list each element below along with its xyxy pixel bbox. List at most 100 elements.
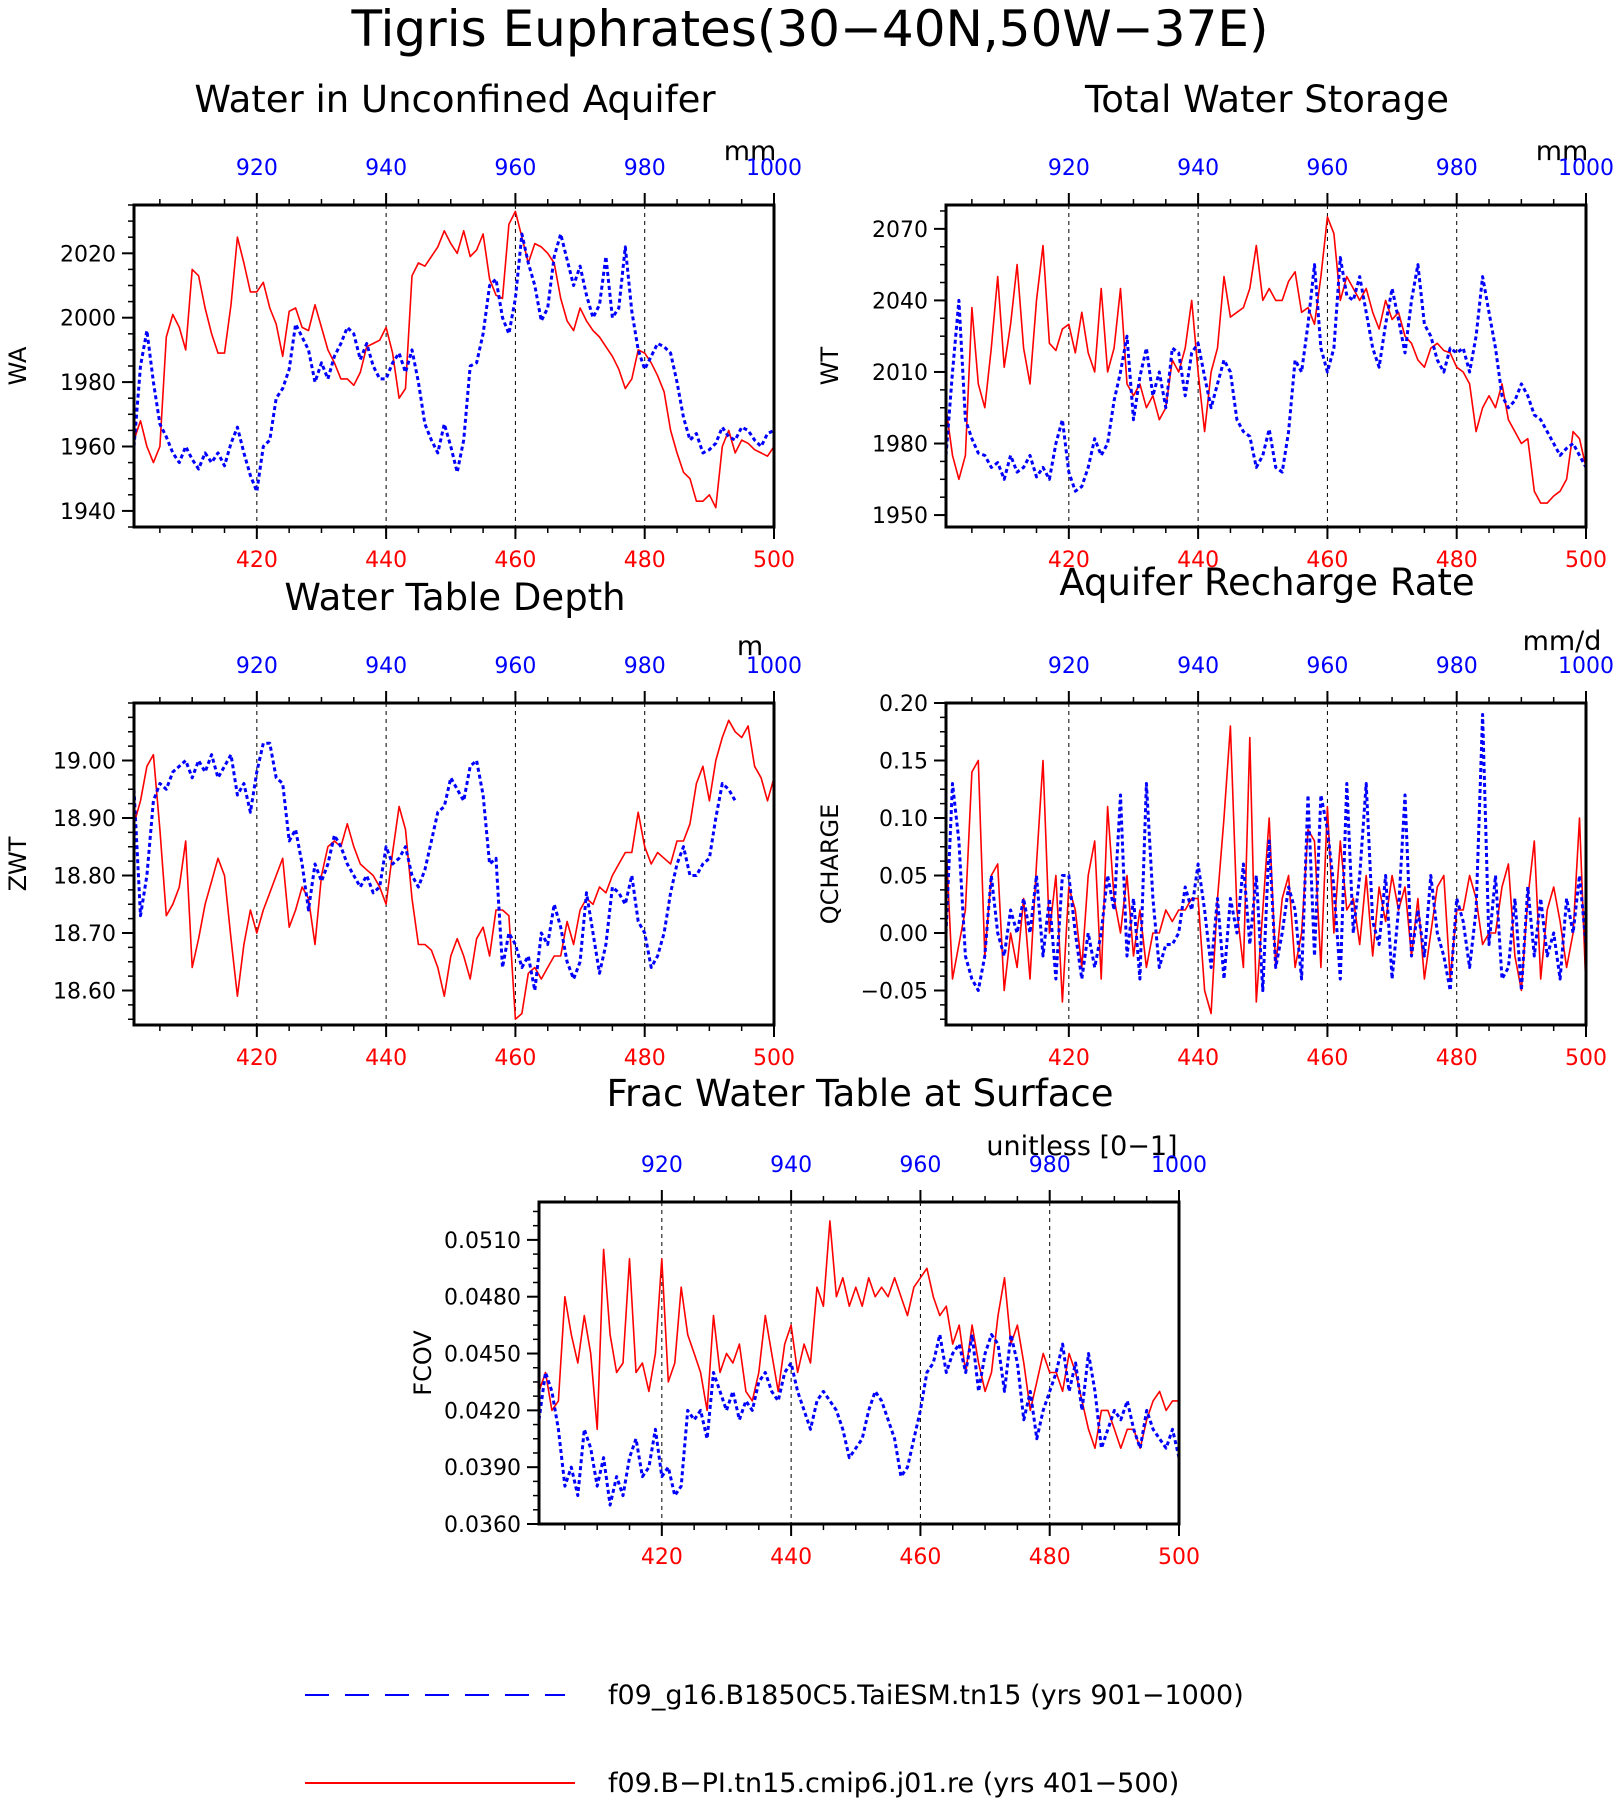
x-tick-label-bottom: 480: [1029, 1545, 1071, 1570]
series-line-red: [133, 210, 775, 509]
chart-title: Water Table Depth: [284, 576, 625, 619]
x-tick-label-top: 980: [624, 654, 666, 679]
x-tick-label-bottom: 440: [1177, 548, 1219, 573]
x-tick-label-bottom: 420: [236, 1046, 278, 1071]
x-tick-label-bottom: 460: [1306, 1046, 1348, 1071]
x-tick-label-top: 920: [236, 654, 278, 679]
y-tick-label: 1960: [60, 436, 116, 461]
y-axis-label: QCHARGE: [816, 804, 844, 925]
x-tick-label-bottom: 420: [1048, 1046, 1090, 1071]
y-tick-label: 0.0510: [444, 1229, 521, 1254]
x-tick-label-top: 980: [624, 156, 666, 181]
chart-panel-qcharge: Aquifer Recharge Rate mm/d −0.05 0.00 0.05 0.…: [816, 561, 1614, 1071]
x-tick-label-bottom: 440: [365, 548, 407, 573]
x-tick-label-top: 980: [1029, 1153, 1071, 1178]
y-tick-label: 0.00: [879, 922, 928, 947]
legend-label-red: f09.B−PI.tn15.cmip6.j01.re (yrs 401−500): [608, 1768, 1179, 1799]
x-tick-label-top: 920: [641, 1153, 683, 1178]
x-tick-label-top: 960: [899, 1153, 941, 1178]
y-tick-label: 18.80: [53, 865, 116, 890]
legend: f09_g16.B1850C5.TaiESM.tn15 (yrs 901−100…: [305, 1680, 1244, 1799]
series-line-blue: [132, 741, 737, 992]
x-tick-label-top: 940: [1177, 156, 1219, 181]
plot-frame: [537, 1200, 1181, 1526]
y-tick-label: 0.0360: [444, 1513, 521, 1538]
legend-label-blue: f09_g16.B1850C5.TaiESM.tn15 (yrs 901−100…: [608, 1680, 1244, 1711]
y-tick-label: 19.00: [53, 750, 116, 775]
x-tick-label-bottom: 420: [641, 1545, 683, 1570]
series-line-blue: [537, 1333, 1181, 1507]
x-tick-label-top: 940: [1177, 654, 1219, 679]
x-tick-label-bottom: 420: [1048, 548, 1090, 573]
y-axis-label: WT: [816, 346, 844, 385]
plot-frame: [944, 701, 1588, 1027]
x-tick-label-top: 1000: [746, 156, 802, 181]
chart-panel-zwt: Water Table Depth m 18.60 18.70 18.80 18.90 19…: [4, 576, 802, 1071]
chart-panel-wa: Water in Unconfined Aquifer mm 1940 1960 198…: [4, 78, 802, 573]
x-tick-label-bottom: 500: [1158, 1545, 1200, 1570]
y-tick-label: 1980: [872, 433, 928, 458]
y-tick-label: −0.05: [861, 980, 928, 1005]
plot-frame: [132, 701, 776, 1027]
chart-title: Aquifer Recharge Rate: [1059, 561, 1474, 604]
y-tick-label: 18.60: [53, 980, 116, 1005]
x-tick-label-bottom: 480: [1436, 1046, 1478, 1071]
y-tick-label: 0.0450: [444, 1343, 521, 1368]
y-tick-label: 1950: [872, 504, 928, 529]
plot-frame: [132, 203, 776, 529]
y-tick-label: 0.0390: [444, 1456, 521, 1481]
chart-title: Frac Water Table at Surface: [606, 1072, 1113, 1115]
y-tick-label: 0.05: [879, 865, 928, 890]
y-tick-label: 2000: [60, 307, 116, 332]
y-tick-label: 0.20: [879, 692, 928, 717]
y-tick-label: 2070: [872, 218, 928, 243]
x-tick-label-top: 1000: [1558, 156, 1614, 181]
x-tick-label-bottom: 500: [1565, 548, 1607, 573]
chart-units: m: [737, 631, 763, 662]
x-tick-label-top: 960: [1306, 156, 1348, 181]
x-tick-label-bottom: 500: [753, 1046, 795, 1071]
figure-title: Tigris Euphrates(30−40N,50W−37E): [351, 0, 1269, 58]
y-axis-label: ZWT: [4, 836, 32, 891]
chart-units: mm/d: [1523, 626, 1602, 657]
x-tick-label-bottom: 460: [494, 548, 536, 573]
x-tick-label-bottom: 480: [1436, 548, 1478, 573]
chart-panel-wt: Total Water Storage mm 1950 1980 2010 2040 207…: [816, 78, 1614, 573]
x-tick-label-bottom: 440: [1177, 1046, 1219, 1071]
y-tick-label: 1980: [60, 371, 116, 396]
x-tick-label-top: 1000: [746, 654, 802, 679]
y-axis-label: FCOV: [409, 1330, 437, 1396]
y-tick-label: 1940: [60, 500, 116, 525]
panels: Water in Unconfined Aquifer mm 1940 1960 198…: [4, 78, 1614, 1570]
x-tick-label-top: 940: [770, 1153, 812, 1178]
chart-units: mm: [724, 136, 777, 167]
chart-panel-fcov: Frac Water Table at Surface unitless [0−1…: [409, 1072, 1207, 1570]
x-tick-label-bottom: 460: [494, 1046, 536, 1071]
x-tick-label-bottom: 420: [236, 548, 278, 573]
chart-title: Total Water Storage: [1084, 78, 1449, 121]
x-tick-label-bottom: 440: [770, 1545, 812, 1570]
x-tick-label-top: 920: [236, 156, 278, 181]
y-tick-label: 18.90: [53, 807, 116, 832]
x-tick-label-top: 920: [1048, 156, 1090, 181]
chart-units: mm: [1536, 136, 1589, 167]
y-tick-label: 18.70: [53, 922, 116, 947]
y-tick-label: 0.15: [879, 750, 928, 775]
x-tick-label-bottom: 460: [1306, 548, 1348, 573]
chart-title: Water in Unconfined Aquifer: [194, 78, 716, 121]
x-tick-label-top: 960: [494, 654, 536, 679]
x-tick-label-bottom: 500: [1565, 1046, 1607, 1071]
x-tick-label-top: 960: [1306, 654, 1348, 679]
x-tick-label-bottom: 480: [624, 548, 666, 573]
x-tick-label-bottom: 480: [624, 1046, 666, 1071]
series-line-blue: [944, 713, 1588, 992]
x-tick-label-bottom: 440: [365, 1046, 407, 1071]
x-tick-label-top: 1000: [1558, 654, 1614, 679]
series-line-red: [945, 725, 1587, 1015]
series-line-blue: [132, 232, 775, 494]
x-tick-label-top: 940: [365, 156, 407, 181]
x-tick-label-top: 940: [365, 654, 407, 679]
x-tick-label-top: 960: [494, 156, 536, 181]
series-line-red: [945, 216, 1587, 504]
